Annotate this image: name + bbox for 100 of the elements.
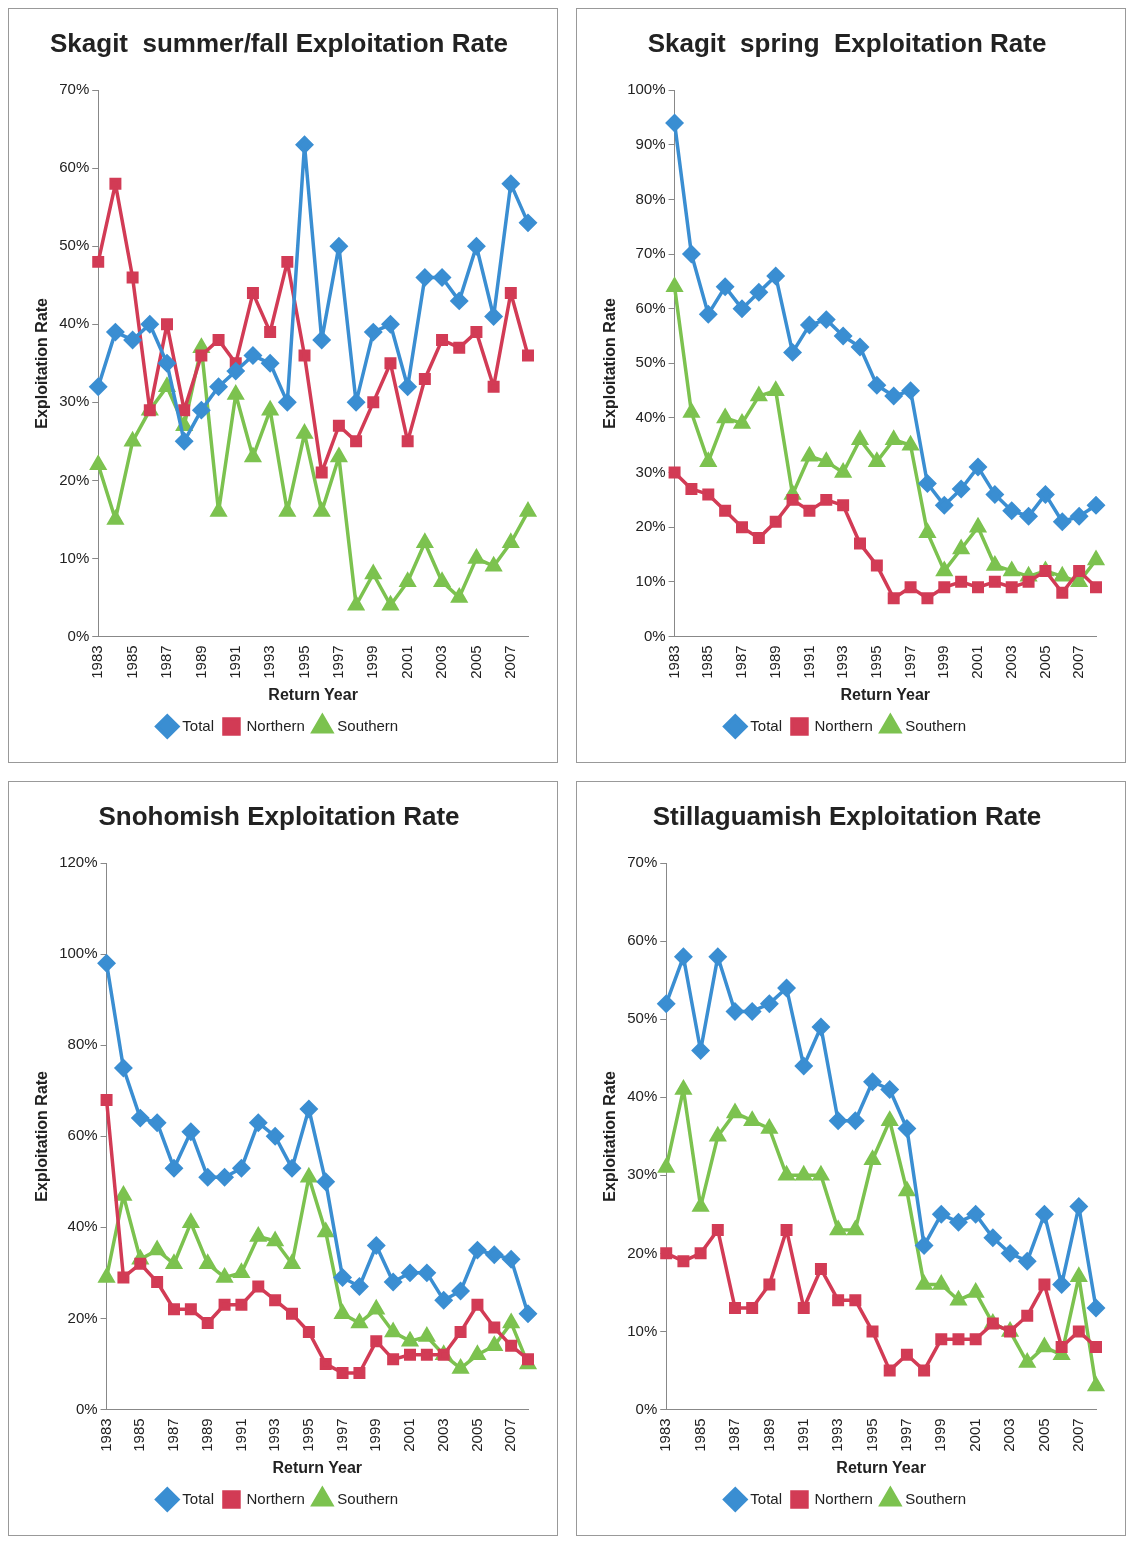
y-axis-title: Exploitation Rate	[33, 1070, 51, 1202]
x-tick-label: 2003	[1000, 1418, 1018, 1452]
legend-label: Southern	[905, 716, 967, 734]
legend-label: Southern	[905, 1489, 967, 1507]
legend-label: Northern	[246, 1489, 305, 1507]
x-tick-label: 2007	[500, 645, 518, 679]
y-tick-label: 80%	[67, 1035, 98, 1053]
y-tick-label: 0%	[75, 1399, 98, 1417]
legend-label: Total	[750, 1489, 782, 1507]
x-tick-label: 1983	[656, 1418, 674, 1452]
y-tick-label: 30%	[59, 392, 90, 410]
x-tick-label: 1995	[862, 1418, 880, 1452]
y-tick-label: 40%	[627, 1087, 658, 1105]
y-tick-label: 70%	[635, 244, 666, 262]
x-axis-title: Return Year	[840, 685, 931, 703]
x-tick-label: 2007	[1069, 645, 1087, 679]
x-tick-label: 1997	[897, 1418, 915, 1452]
legend-label: Total	[750, 716, 782, 734]
x-tick-label: 2005	[467, 1418, 485, 1452]
y-tick-label: 20%	[635, 517, 666, 535]
x-tick-label: 1991	[231, 1418, 249, 1452]
x-tick-label: 1995	[294, 645, 312, 679]
x-tick-label: 2003	[1001, 645, 1019, 679]
x-tick-label: 1987	[164, 1418, 182, 1452]
legend-label: Southern	[337, 1489, 399, 1507]
y-tick-label: 30%	[627, 1165, 658, 1183]
y-tick-label: 40%	[59, 314, 90, 332]
x-tick-label: 2007	[501, 1418, 519, 1452]
y-tick-label: 20%	[67, 1308, 98, 1326]
y-tick-label: 10%	[59, 548, 90, 566]
y-tick-label: 30%	[635, 462, 666, 480]
x-tick-label: 1993	[265, 1418, 283, 1452]
x-tick-label: 1991	[225, 645, 243, 679]
x-tick-label: 2001	[397, 645, 415, 679]
y-axis-title: Exploitation Rate	[33, 297, 51, 429]
chart-title: Skagit summer/fall Exploitation Rate	[50, 27, 508, 58]
x-tick-label: 1999	[931, 1418, 949, 1452]
legend-label: Northern	[246, 716, 305, 734]
y-tick-label: 100%	[59, 944, 98, 962]
legend-label: Northern	[814, 716, 873, 734]
x-tick-label: 1999	[934, 645, 952, 679]
y-tick-label: 90%	[635, 134, 666, 152]
x-tick-label: 1991	[799, 645, 817, 679]
x-tick-label: 1989	[191, 645, 209, 679]
x-tick-label: 1999	[363, 645, 381, 679]
x-tick-label: 1995	[298, 1418, 316, 1452]
x-tick-label: 2005	[466, 645, 484, 679]
x-tick-label: 2003	[433, 1418, 451, 1452]
x-tick-label: 2003	[432, 645, 450, 679]
x-tick-label: 2001	[400, 1418, 418, 1452]
x-tick-label: 2005	[1035, 645, 1053, 679]
x-tick-label: 1997	[329, 645, 347, 679]
chart-title: Stillaguamish Exploitation Rate	[652, 800, 1042, 831]
y-tick-label: 100%	[627, 80, 666, 98]
x-tick-label: 1997	[332, 1418, 350, 1452]
x-tick-label: 1995	[866, 645, 884, 679]
x-tick-label: 1987	[732, 645, 750, 679]
y-tick-label: 0%	[643, 626, 666, 644]
y-tick-label: 10%	[627, 1321, 658, 1339]
x-axis-title: Return Year	[272, 1458, 363, 1476]
legend-label: Total	[182, 716, 214, 734]
x-tick-label: 2001	[965, 1418, 983, 1452]
y-tick-label: 20%	[627, 1243, 658, 1261]
x-tick-label: 1983	[88, 645, 106, 679]
y-tick-label: 50%	[635, 353, 666, 371]
x-tick-label: 1985	[122, 645, 140, 679]
y-tick-label: 20%	[59, 470, 90, 488]
x-tick-label: 1989	[765, 645, 783, 679]
y-tick-label: 50%	[59, 236, 90, 254]
legend-label: Total	[182, 1489, 214, 1507]
x-tick-label: 1991	[793, 1418, 811, 1452]
x-tick-label: 1999	[366, 1418, 384, 1452]
x-tick-label: 1983	[96, 1418, 114, 1452]
x-tick-label: 1989	[759, 1418, 777, 1452]
x-axis-title: Return Year	[268, 685, 358, 703]
chart-title: Snohomish Exploitation Rate	[98, 800, 460, 831]
x-tick-label: 1989	[197, 1418, 215, 1452]
x-tick-label: 1987	[725, 1418, 743, 1452]
chart-title: Skagit spring Exploitation Rate	[647, 27, 1047, 58]
x-tick-label: 1987	[157, 645, 175, 679]
x-axis-title: Return Year	[836, 1458, 926, 1476]
x-tick-label: 1993	[260, 645, 278, 679]
y-tick-label: 80%	[635, 189, 666, 207]
x-tick-label: 1993	[833, 645, 851, 679]
x-tick-label: 2005	[1034, 1418, 1052, 1452]
x-tick-label: 1985	[130, 1418, 148, 1452]
x-tick-label: 1983	[664, 645, 682, 679]
y-tick-label: 0%	[67, 626, 90, 644]
y-tick-label: 40%	[635, 408, 666, 426]
y-tick-label: 50%	[627, 1009, 658, 1027]
legend-label: Northern	[814, 1489, 873, 1507]
y-tick-label: 10%	[635, 571, 666, 589]
y-tick-label: 60%	[635, 298, 666, 316]
x-tick-label: 1985	[690, 1418, 708, 1452]
x-tick-label: 1993	[828, 1418, 846, 1452]
y-tick-label: 60%	[627, 931, 658, 949]
x-tick-label: 2001	[968, 645, 986, 679]
y-axis-title: Exploitation Rate	[601, 1070, 619, 1202]
y-tick-label: 0%	[635, 1399, 658, 1417]
y-axis-title: Exploitation Rate	[601, 297, 619, 429]
